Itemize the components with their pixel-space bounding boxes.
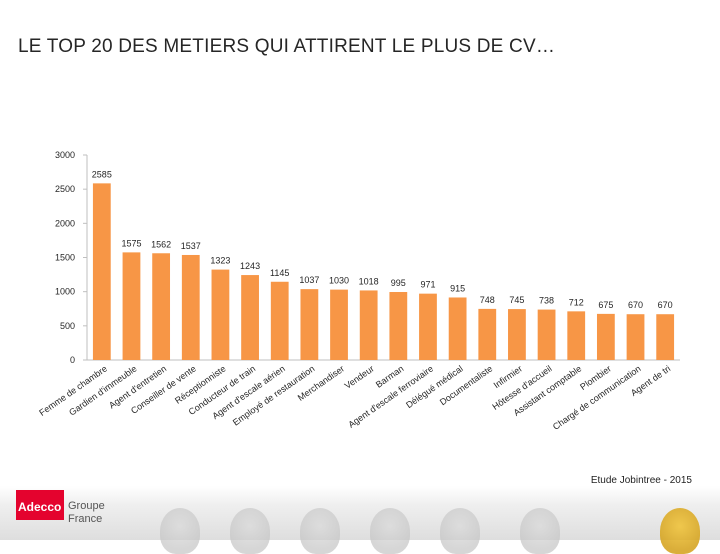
x-category-label: Documentaliste (438, 363, 495, 407)
decorative-face (160, 508, 200, 554)
bar (241, 275, 259, 360)
bar-value-label: 1243 (240, 261, 260, 271)
bar-value-label: 1145 (270, 268, 289, 278)
bar (330, 289, 348, 360)
y-tick-label: 2500 (55, 184, 75, 194)
bar (567, 311, 586, 360)
bar-value-label: 745 (509, 295, 524, 305)
decorative-face (300, 508, 340, 554)
decorative-face (230, 508, 270, 554)
y-tick-label: 1500 (55, 253, 75, 263)
bar-value-label: 1037 (299, 275, 319, 285)
bar (626, 314, 645, 360)
bar (656, 314, 675, 360)
decorative-face (520, 508, 560, 554)
logo-red-block (16, 490, 64, 520)
bar (181, 254, 200, 360)
bars-group (92, 183, 675, 360)
bar-chart-svg: 0 500 1000 1500 2000 2500 3000 2585 1575 1562 153… (37, 150, 680, 432)
y-tick-label: 3000 (55, 150, 75, 160)
adecco-logo: Adecco Groupe France (16, 490, 116, 530)
bar-value-label: 1323 (210, 256, 230, 266)
logo-group: Groupe (68, 500, 105, 512)
decorative-face (370, 508, 410, 554)
bar (270, 281, 289, 360)
bar-value-label: 915 (450, 283, 465, 293)
bar (596, 313, 615, 360)
bar-value-label: 748 (480, 295, 495, 305)
decorative-face (660, 508, 700, 554)
bar-value-label: 670 (658, 300, 673, 310)
bar (537, 309, 556, 360)
bar-value-label: 738 (539, 296, 554, 306)
footer-band (0, 486, 720, 554)
bar-value-label: 1575 (121, 238, 141, 248)
bar-value-label: 670 (628, 300, 643, 310)
logo-brand: Adecco (18, 500, 62, 514)
bar-chart: 0 500 1000 1500 2000 2500 3000 2585 1575 1562 153… (37, 150, 680, 432)
x-category-label: Vendeur (343, 363, 376, 390)
bar-value-label: 1562 (151, 239, 171, 249)
bar-value-label: 1537 (181, 241, 201, 251)
source-note: Etude Jobintree - 2015 (590, 475, 692, 486)
y-tick-label: 1000 (55, 287, 75, 297)
bar (122, 252, 141, 360)
bar (508, 309, 526, 360)
value-labels-group: 2585 1575 1562 1537 1323 1243 1145 1037 1030 1018… (92, 169, 673, 310)
bar-value-label: 1030 (329, 276, 349, 286)
bar (211, 269, 230, 360)
slide-title: LE TOP 20 DES METIERS QUI ATTIRENT LE PL… (18, 36, 556, 57)
bar-value-label: 995 (391, 278, 406, 288)
bar (92, 183, 111, 360)
bar (359, 290, 378, 360)
logo-country: France (68, 513, 103, 525)
bar (448, 297, 467, 360)
y-tick-label: 2000 (55, 218, 75, 228)
y-tick-label: 500 (60, 321, 75, 331)
bar (419, 293, 437, 360)
bar-value-label: 1018 (359, 276, 379, 286)
bar (389, 292, 408, 360)
bar (152, 253, 171, 360)
decorative-face (440, 508, 480, 554)
bar-value-label: 712 (569, 297, 584, 307)
bar (300, 289, 319, 360)
bar-value-label: 971 (420, 280, 435, 290)
bar-value-label: 675 (598, 300, 613, 310)
y-tick-label: 0 (70, 355, 75, 365)
bar (478, 308, 497, 360)
bar-value-label: 2585 (92, 169, 112, 179)
